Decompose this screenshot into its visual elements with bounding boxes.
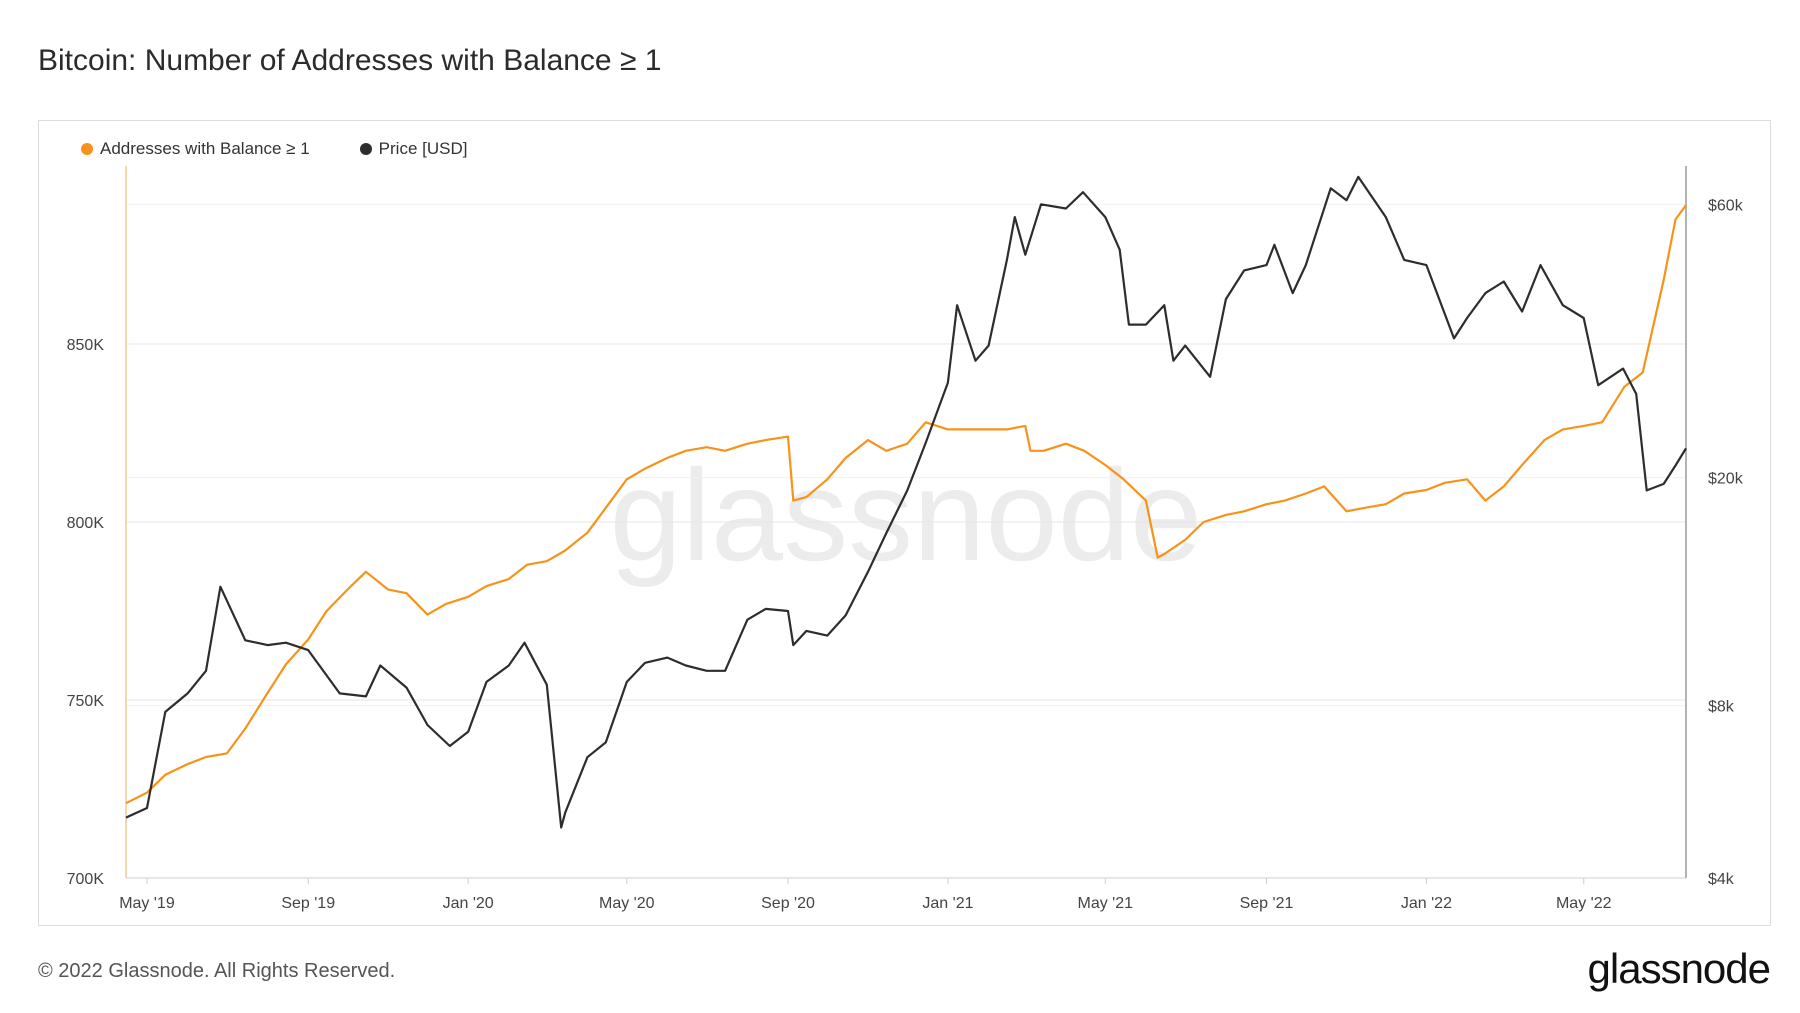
legend-item-price[interactable]: Price [USD] bbox=[359, 139, 468, 159]
x-tick-0: May '19 bbox=[119, 895, 175, 912]
y-tick-left-2: 800K bbox=[67, 515, 105, 532]
x-tick-8: Jan '22 bbox=[1401, 895, 1452, 912]
chart-panel: Addresses with Balance ≥ 1 Price [USD] bbox=[38, 120, 1771, 926]
y-tick-right-1: $8k bbox=[1708, 699, 1735, 716]
y-tick-left-0: 700K bbox=[67, 871, 105, 888]
x-tick-2: Jan '20 bbox=[443, 895, 494, 912]
copyright-text: © 2022 Glassnode. All Rights Reserved. bbox=[38, 960, 396, 982]
y-tick-left-1: 750K bbox=[67, 693, 105, 710]
y-tick-left-3: 850K bbox=[67, 337, 105, 354]
legend: Addresses with Balance ≥ 1 Price [USD] bbox=[81, 139, 467, 159]
x-tick-9: May '22 bbox=[1556, 895, 1612, 912]
legend-item-addresses[interactable]: Addresses with Balance ≥ 1 bbox=[81, 139, 310, 159]
x-tick-3: May '20 bbox=[599, 895, 655, 912]
price-series-line bbox=[125, 175, 1687, 829]
y-tick-right-0: $4k bbox=[1708, 871, 1735, 888]
dark-dot-icon bbox=[359, 143, 372, 155]
legend-label-addresses: Addresses with Balance ≥ 1 bbox=[100, 139, 310, 158]
watermark-text: glassnode bbox=[610, 442, 1203, 588]
page-title: Bitcoin: Number of Addresses with Balanc… bbox=[38, 44, 662, 77]
x-tick-7: Sep '21 bbox=[1240, 895, 1294, 912]
orange-dot-icon bbox=[81, 143, 93, 155]
addresses-series-line bbox=[125, 204, 1687, 805]
y-tick-right-2: $20k bbox=[1708, 471, 1744, 488]
legend-label-price: Price [USD] bbox=[378, 139, 468, 158]
x-tick-5: Jan '21 bbox=[922, 895, 973, 912]
x-tick-6: May '21 bbox=[1077, 895, 1133, 912]
glassnode-logo: glassnode bbox=[1587, 945, 1771, 992]
y-tick-right-3: $60k bbox=[1708, 197, 1744, 214]
x-tick-4: Sep '20 bbox=[761, 895, 815, 912]
x-tick-1: Sep '19 bbox=[281, 895, 335, 912]
